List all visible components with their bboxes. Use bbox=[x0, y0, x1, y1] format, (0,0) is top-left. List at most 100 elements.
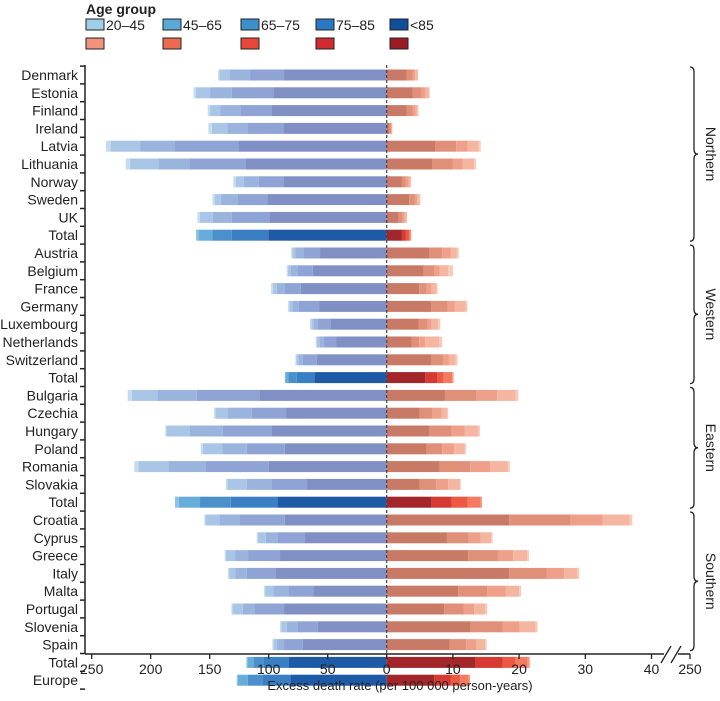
legend-label: 20–45 bbox=[106, 17, 145, 33]
bar-left-segment bbox=[297, 372, 315, 383]
bar-right-segment bbox=[387, 159, 433, 170]
bar-left-segment bbox=[288, 586, 313, 597]
bar-right-segment bbox=[468, 550, 498, 561]
bar-left-segment bbox=[220, 105, 240, 116]
bar-right-segment bbox=[458, 586, 487, 597]
bar-left-segment bbox=[284, 604, 387, 615]
bar-right-segment bbox=[448, 265, 453, 276]
bar-right-segment bbox=[432, 497, 452, 508]
bar-left-segment bbox=[226, 550, 235, 561]
bar-left-segment bbox=[258, 176, 283, 187]
bar-right-segment bbox=[467, 141, 478, 152]
bar-left-segment bbox=[208, 105, 210, 116]
bar-left-segment bbox=[168, 461, 205, 472]
bar-left-segment bbox=[297, 265, 312, 276]
bar-right-segment bbox=[452, 426, 465, 437]
bar-left-segment bbox=[175, 141, 238, 152]
bar-right-segment bbox=[491, 532, 492, 543]
bar-left-segment bbox=[244, 176, 258, 187]
row-label: Slovenia bbox=[24, 619, 78, 635]
bar-right-segment bbox=[406, 230, 409, 241]
legend-title: Age group bbox=[86, 1, 156, 17]
row-label: Greece bbox=[32, 548, 78, 564]
bar-left-segment bbox=[213, 212, 232, 223]
bar-right-segment bbox=[477, 390, 498, 401]
row-label: Luxembourg bbox=[0, 316, 78, 332]
x-tick-label: 20 bbox=[511, 661, 527, 677]
bar-right-segment bbox=[426, 443, 442, 454]
bar-left-segment bbox=[275, 568, 386, 579]
bar-right-segment bbox=[450, 639, 467, 650]
bar-left-segment bbox=[212, 230, 231, 241]
bar-left-segment bbox=[292, 248, 295, 259]
bar-left-segment bbox=[269, 461, 387, 472]
row-label: Europe bbox=[33, 672, 78, 688]
bar-left-segment bbox=[246, 657, 247, 668]
bar-left-segment bbox=[317, 337, 319, 348]
bar-left-segment bbox=[225, 550, 226, 561]
row-label: Slovakia bbox=[25, 476, 78, 492]
bar-right-segment bbox=[513, 550, 527, 561]
row-label: Switzerland bbox=[6, 352, 78, 368]
bar-right-segment bbox=[417, 194, 420, 205]
bar-right-segment bbox=[477, 639, 486, 650]
bar-right-segment bbox=[403, 212, 405, 223]
bar-right-segment bbox=[498, 550, 513, 561]
bar-left-segment bbox=[277, 639, 284, 650]
bar-right-segment bbox=[503, 621, 520, 632]
group-label: Eastern bbox=[703, 424, 719, 472]
bar-left-segment bbox=[235, 550, 248, 561]
bar-left-segment bbox=[307, 479, 387, 490]
bar-left-segment bbox=[233, 176, 235, 187]
row-label: Total bbox=[48, 370, 78, 386]
bar-left-segment bbox=[232, 212, 270, 223]
bar-left-segment bbox=[272, 479, 307, 490]
bar-right-segment bbox=[437, 372, 444, 383]
x-tick-label: 40 bbox=[644, 661, 660, 677]
bar-right-segment bbox=[457, 248, 459, 259]
group-bracket bbox=[690, 245, 698, 384]
bar-left-segment bbox=[267, 194, 386, 205]
bar-right-segment bbox=[391, 123, 392, 134]
bar-left-segment bbox=[214, 408, 215, 419]
bar-right-segment bbox=[409, 230, 411, 241]
bar-left-segment bbox=[179, 497, 200, 508]
bar-left-segment bbox=[285, 515, 387, 526]
bar-left-segment bbox=[266, 532, 278, 543]
bar-left-segment bbox=[205, 461, 268, 472]
bar-right-segment bbox=[442, 248, 451, 259]
bar-right-segment bbox=[387, 408, 420, 419]
bar-right-segment bbox=[460, 479, 461, 490]
bar-left-segment bbox=[231, 604, 232, 615]
bar-right-segment bbox=[519, 586, 521, 597]
bar-left-segment bbox=[238, 675, 248, 686]
bar-right-segment bbox=[387, 319, 419, 330]
bar-left-segment bbox=[157, 390, 196, 401]
bar-right-segment bbox=[387, 568, 509, 579]
bar-left-segment bbox=[310, 319, 311, 330]
bar-right-segment bbox=[479, 141, 481, 152]
bar-right-segment bbox=[465, 443, 466, 454]
bar-right-segment bbox=[436, 283, 437, 294]
bar-right-segment bbox=[516, 390, 519, 401]
bar-left-segment bbox=[297, 354, 299, 365]
bar-right-segment bbox=[387, 301, 431, 312]
row-label: France bbox=[34, 281, 78, 297]
bar-right-segment bbox=[442, 443, 454, 454]
bar-right-segment bbox=[419, 337, 425, 348]
group-label: Southern bbox=[703, 553, 719, 610]
bar-right-segment bbox=[487, 586, 506, 597]
bar-left-segment bbox=[313, 265, 387, 276]
bar-right-segment bbox=[432, 319, 439, 330]
bar-left-segment bbox=[233, 604, 243, 615]
legend-swatch-blue bbox=[86, 19, 104, 30]
bar-left-segment bbox=[247, 568, 276, 579]
bar-right-segment bbox=[387, 283, 419, 294]
bar-right-segment bbox=[478, 426, 480, 437]
row-label: Spain bbox=[42, 637, 78, 653]
bar-right-segment bbox=[490, 461, 508, 472]
bar-right-segment bbox=[430, 248, 443, 259]
bar-left-segment bbox=[240, 105, 272, 116]
bar-right-segment bbox=[387, 639, 450, 650]
bar-left-segment bbox=[203, 443, 222, 454]
